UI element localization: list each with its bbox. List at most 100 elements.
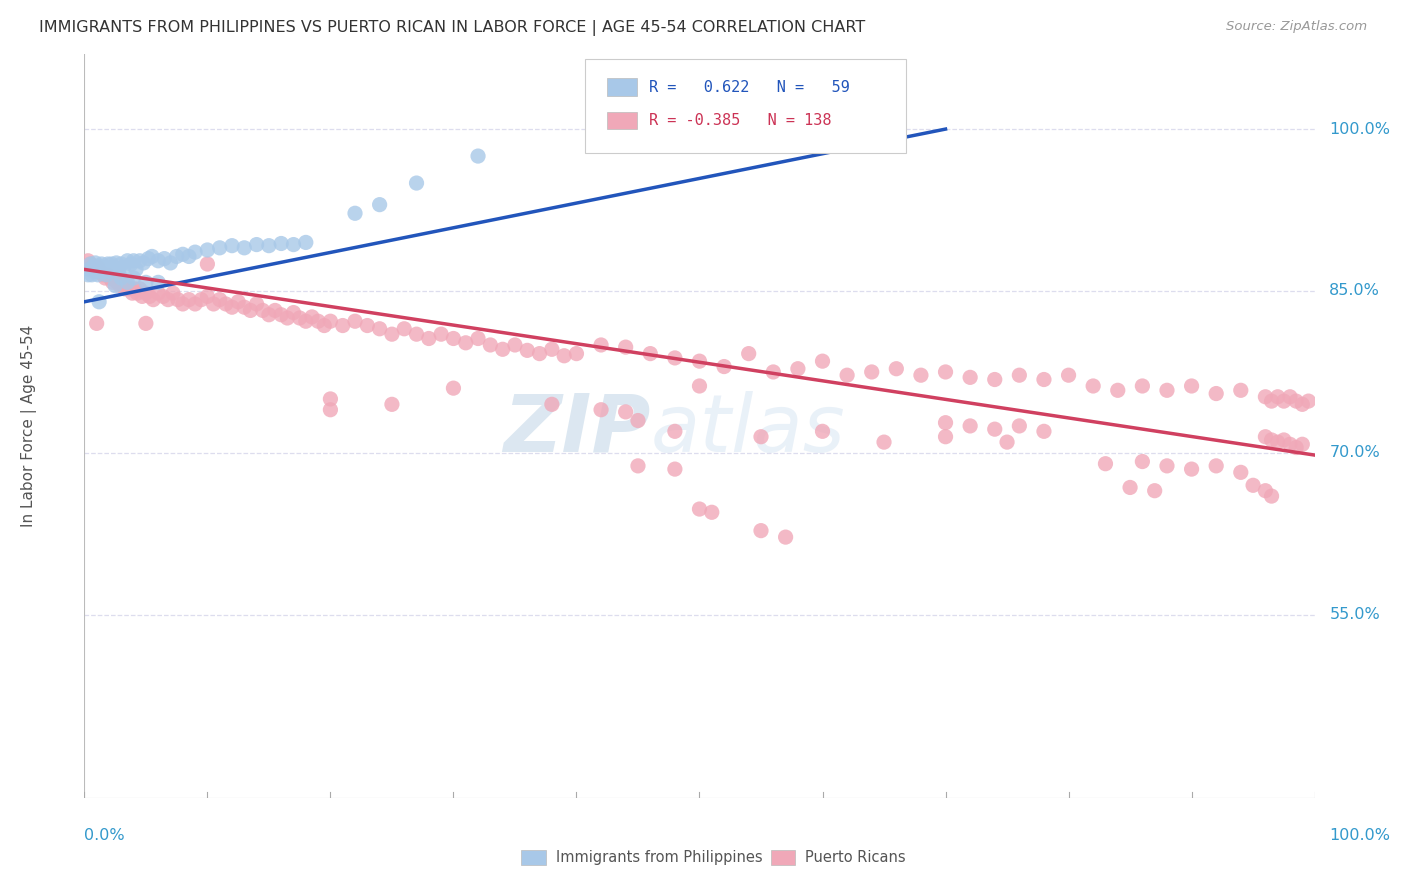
Point [1205, 386, 1227, 401]
Point [344, 314, 367, 328]
Point [197, 257, 219, 271]
Point [184, 245, 207, 260]
Point [314, 318, 336, 333]
Point [94, 271, 117, 285]
Point [935, 430, 957, 444]
Point [246, 297, 269, 311]
Point [811, 425, 834, 439]
Point [138, 289, 160, 303]
Point [135, 286, 157, 301]
Point [87, 294, 111, 309]
Point [614, 340, 637, 354]
Point [627, 413, 650, 427]
Point [1254, 430, 1277, 444]
Text: IMMIGRANTS FROM PHILIPPINES VS PUERTO RICAN IN LABOR FORCE | AGE 45-54 CORRELATI: IMMIGRANTS FROM PHILIPPINES VS PUERTO RI… [39, 20, 866, 36]
Point [295, 314, 318, 328]
Point [1181, 462, 1204, 476]
Point [1267, 390, 1289, 404]
Point [319, 402, 342, 417]
Point [79, 262, 101, 277]
Point [84, 256, 107, 270]
Point [1285, 441, 1308, 455]
Point [127, 286, 149, 301]
Point [995, 435, 1018, 450]
Point [89, 264, 111, 278]
Point [118, 282, 141, 296]
Point [142, 293, 165, 307]
Point [1260, 394, 1282, 409]
Point [91, 268, 114, 282]
Point [79, 257, 101, 271]
Point [111, 276, 134, 290]
FancyBboxPatch shape [770, 850, 796, 865]
Point [860, 365, 883, 379]
Point [77, 253, 100, 268]
Point [100, 257, 122, 271]
Point [1033, 425, 1056, 439]
Point [1260, 489, 1282, 503]
Point [700, 505, 723, 519]
Point [239, 303, 262, 318]
Point [104, 273, 127, 287]
Point [529, 346, 551, 360]
Point [257, 308, 280, 322]
Text: 100.0%: 100.0% [1330, 121, 1391, 136]
Point [381, 327, 404, 342]
Text: Immigrants from Philippines: Immigrants from Philippines [555, 850, 762, 865]
Point [1094, 457, 1116, 471]
Point [775, 530, 797, 544]
Point [121, 286, 143, 301]
Point [713, 359, 735, 374]
Point [141, 250, 163, 264]
Point [101, 276, 124, 290]
Point [153, 252, 176, 266]
FancyBboxPatch shape [522, 850, 546, 865]
Point [91, 262, 114, 277]
Point [1260, 433, 1282, 447]
Point [368, 197, 391, 211]
Point [541, 343, 564, 357]
Point [98, 262, 120, 277]
Text: 55.0%: 55.0% [1330, 607, 1381, 623]
Point [117, 278, 139, 293]
Point [288, 310, 311, 325]
Text: 70.0%: 70.0% [1330, 445, 1381, 460]
Point [935, 365, 957, 379]
Point [270, 308, 292, 322]
Point [135, 276, 157, 290]
Text: Puerto Ricans: Puerto Ricans [806, 850, 905, 865]
FancyBboxPatch shape [585, 59, 907, 153]
Text: R = -0.385   N = 138: R = -0.385 N = 138 [650, 113, 831, 128]
FancyBboxPatch shape [607, 78, 637, 96]
Point [125, 262, 148, 277]
FancyBboxPatch shape [607, 112, 637, 129]
Point [553, 349, 575, 363]
Point [640, 346, 662, 360]
Point [152, 289, 174, 303]
Point [1298, 394, 1320, 409]
Point [1107, 384, 1129, 398]
Point [405, 327, 427, 342]
Point [591, 402, 613, 417]
Point [959, 370, 981, 384]
Point [1181, 379, 1204, 393]
Point [89, 264, 111, 278]
Point [1267, 435, 1289, 450]
Point [1241, 478, 1264, 492]
Point [738, 346, 761, 360]
Point [381, 397, 404, 411]
Point [84, 264, 107, 278]
Point [454, 335, 477, 350]
Point [627, 458, 650, 473]
Point [689, 502, 711, 516]
Point [177, 293, 200, 307]
Point [122, 253, 145, 268]
Point [873, 435, 896, 450]
Point [257, 238, 280, 252]
Point [162, 286, 184, 301]
Point [252, 303, 274, 318]
Point [1130, 454, 1153, 468]
Point [98, 264, 121, 278]
Point [467, 331, 489, 345]
Point [664, 425, 686, 439]
